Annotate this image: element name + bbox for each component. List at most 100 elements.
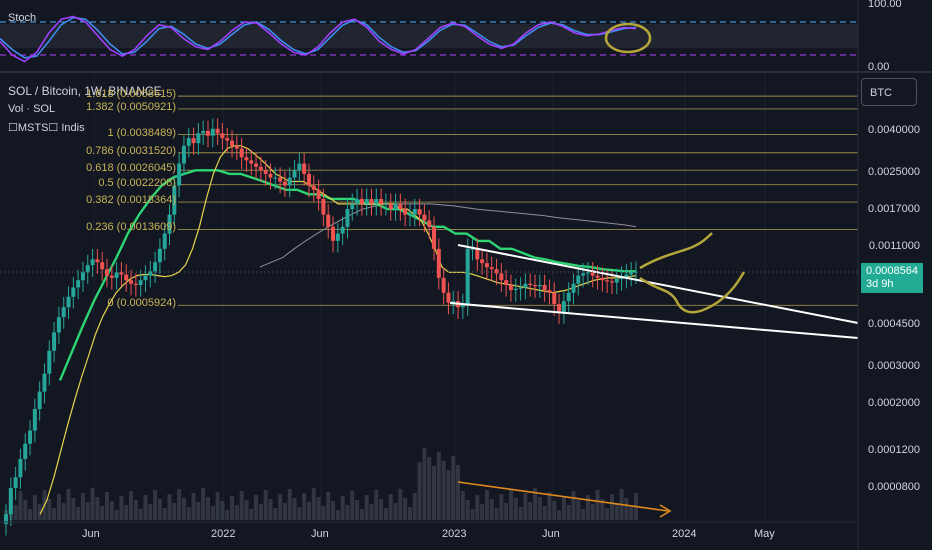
candle-body — [215, 128, 220, 134]
candle-body — [422, 214, 427, 221]
volume-bar — [239, 491, 244, 520]
currency-button[interactable]: BTC — [861, 78, 917, 106]
volume-bar — [475, 495, 480, 520]
volume-bar — [552, 501, 557, 520]
candle-body — [513, 288, 518, 291]
candle-body — [441, 277, 446, 293]
volume-bar — [297, 507, 302, 520]
candle-body — [85, 265, 90, 273]
volume-bar — [18, 491, 23, 520]
stoch-pane — [0, 15, 932, 73]
volume-bar — [350, 491, 355, 520]
candle-body — [629, 272, 634, 275]
candle-body — [239, 148, 244, 158]
price-tick: 0.0011000 — [868, 240, 920, 252]
volume-bar — [369, 504, 374, 520]
fast-ema-line — [39, 145, 637, 515]
volume-bar — [379, 499, 384, 520]
volume-bar — [345, 505, 350, 520]
candle-body — [600, 277, 605, 281]
volume-bar — [119, 496, 124, 520]
fib-level-label: 1.618 (0.0058615) — [86, 88, 176, 101]
volume-bar — [326, 492, 331, 520]
candle-body — [191, 138, 196, 144]
candle-body — [23, 443, 28, 459]
fibonacci-retracement[interactable] — [178, 95, 858, 306]
candle-body — [369, 198, 374, 204]
volume-bar — [244, 500, 249, 520]
current-price-value: 0.0008564 — [866, 265, 918, 277]
volume-bar — [71, 498, 76, 520]
volume-bar — [220, 501, 225, 520]
candle-body — [523, 283, 528, 288]
time-tick: Jun — [542, 528, 560, 540]
candle-body — [4, 514, 8, 524]
candle-body — [489, 267, 494, 270]
candle-body — [557, 304, 562, 313]
volume-bar — [533, 488, 538, 520]
indicator-legend[interactable]: ☐MSTS☐ Indis — [8, 122, 85, 134]
volume-bar — [465, 500, 470, 520]
volume-bar — [230, 496, 235, 520]
volume-bar — [172, 503, 177, 520]
volume-bar — [138, 509, 143, 520]
candle-body — [494, 269, 499, 274]
user-drawings[interactable] — [449, 232, 859, 518]
candle-body — [446, 292, 451, 303]
volume-bar — [234, 505, 239, 520]
time-tick: Jun — [82, 528, 100, 540]
volume-bar — [432, 466, 437, 520]
candle-body — [407, 214, 412, 216]
candle-body — [18, 458, 23, 478]
fib-level-label: 0.236 (0.0013609) — [86, 221, 176, 234]
fib-level-label: 1.382 (0.0050921) — [86, 100, 176, 113]
volume-bar — [576, 500, 581, 520]
stoch-label[interactable]: Stoch — [8, 12, 37, 24]
candle-body — [605, 280, 610, 282]
volume-bar — [306, 502, 311, 520]
candle-body — [383, 203, 388, 205]
candle-body — [95, 259, 100, 263]
volume-bar — [566, 505, 571, 520]
candle-body — [595, 275, 600, 278]
volume-bar — [624, 498, 629, 520]
candle-body — [451, 301, 456, 303]
volume-bar — [388, 494, 393, 520]
stoch-scale-bottom: 0.00 — [868, 61, 890, 73]
volume-bars — [4, 448, 638, 520]
candle-body — [172, 185, 177, 215]
volume-bar — [52, 508, 57, 520]
candle-body — [585, 272, 590, 274]
volume-bar — [417, 462, 422, 520]
volume-bar — [528, 502, 533, 520]
price-tick: 0.0003000 — [868, 360, 920, 372]
volume-bar — [133, 500, 138, 520]
candle-body — [109, 275, 114, 278]
volume-bar — [605, 508, 610, 520]
candle-body — [66, 296, 71, 308]
candle-body — [80, 272, 85, 281]
candle-body — [32, 409, 37, 431]
candle-body — [355, 198, 360, 204]
candle-body — [153, 262, 158, 272]
volume-divergence-line — [457, 481, 669, 512]
price-tick: 0.0017000 — [868, 203, 920, 215]
candle-body — [148, 271, 153, 276]
candle-body — [297, 163, 302, 171]
candle-body — [571, 283, 576, 293]
volume-bar — [32, 495, 37, 520]
candle-body — [90, 259, 95, 266]
volume-bar — [595, 490, 600, 520]
candle-body — [398, 203, 403, 210]
candle-body — [258, 166, 263, 171]
volume-bar — [215, 492, 220, 520]
stoch-band — [0, 24, 858, 48]
volume-legend[interactable]: Vol · SOL — [8, 103, 56, 115]
candle-body — [119, 272, 124, 275]
candle-body — [138, 280, 143, 285]
symbol-title[interactable]: SOL / Bitcoin, 1W, BINANCE — [8, 84, 162, 98]
volume-bar — [441, 461, 446, 520]
candle-body — [326, 214, 331, 227]
volume-bar — [504, 503, 509, 520]
